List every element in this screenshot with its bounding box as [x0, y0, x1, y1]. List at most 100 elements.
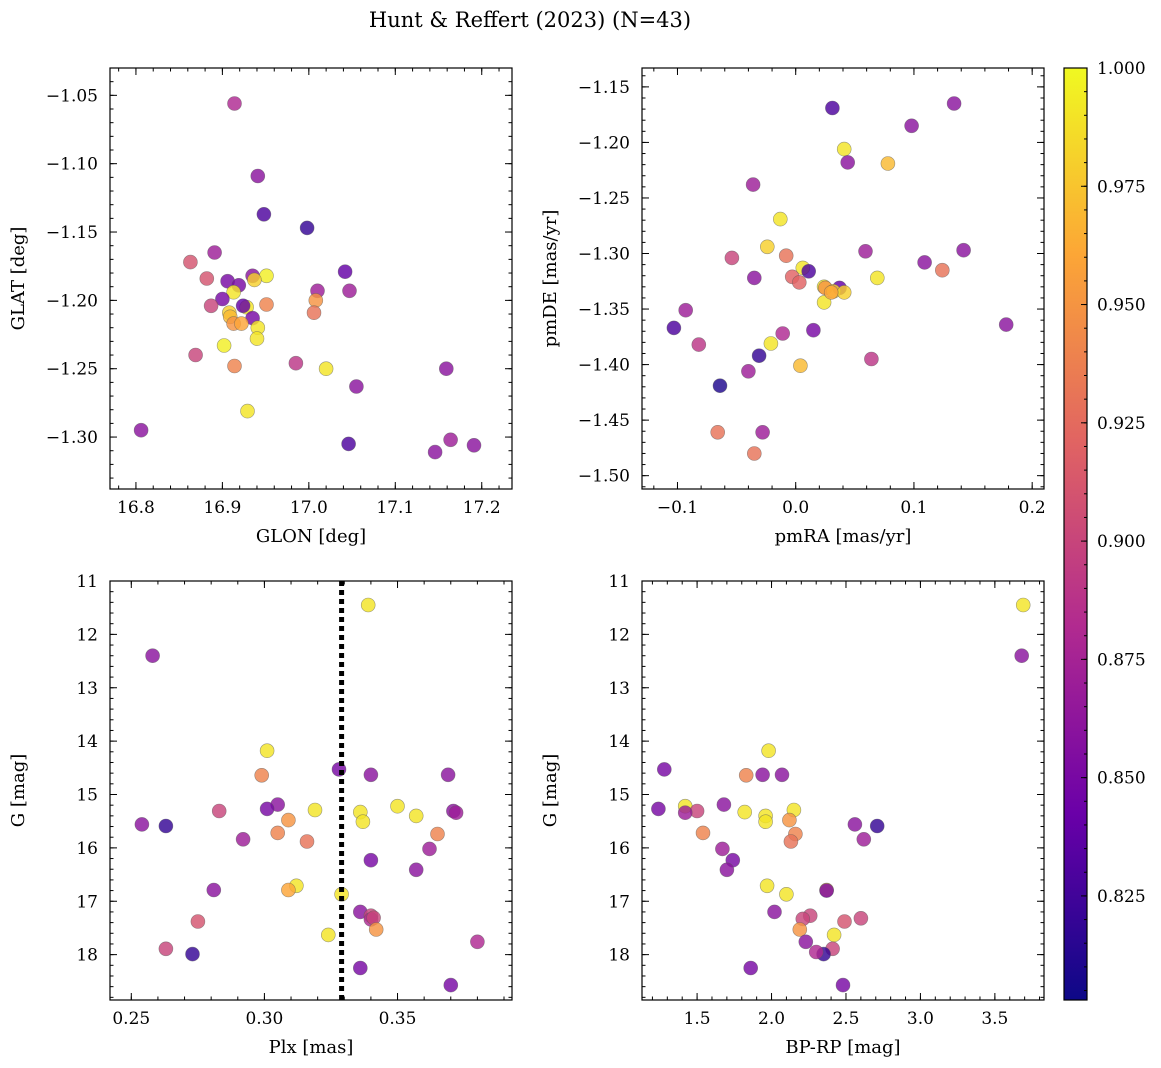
- points-glon-glat: [133, 96, 482, 460]
- data-point: [836, 141, 852, 157]
- data-point: [783, 834, 799, 849]
- y-tick-label: 17: [608, 892, 630, 912]
- data-point: [712, 378, 728, 394]
- y-tick-label: −1.05: [46, 86, 98, 106]
- data-point: [743, 960, 759, 976]
- x-tick-label: 0.2: [1019, 498, 1046, 518]
- data-point: [306, 305, 322, 321]
- data-point: [308, 293, 324, 308]
- data-point: [904, 118, 919, 134]
- data-point: [352, 960, 368, 976]
- x-tick-label: 2.0: [758, 1009, 785, 1029]
- panel-plx-g: 0.25 0.30 0.35 11 12 13 14 15 16 17 18 Plx [mas] G […: [8, 572, 513, 1058]
- data-point: [188, 347, 203, 363]
- y-axis-label: G [mag]: [540, 754, 561, 827]
- y-tick-label: −1.20: [578, 133, 630, 153]
- data-point: [1014, 648, 1030, 664]
- y-tick-label: −1.25: [578, 189, 630, 209]
- data-point: [858, 244, 873, 259]
- data-point: [390, 798, 405, 814]
- data-point: [227, 96, 242, 111]
- data-point: [207, 245, 222, 260]
- x-axis-label: Plx [mas]: [269, 1037, 354, 1058]
- y-axis-label: G [mag]: [8, 754, 29, 827]
- data-point: [470, 934, 485, 950]
- y-tick-label: 14: [76, 732, 98, 752]
- y-tick-label: 18: [76, 946, 98, 966]
- data-point: [281, 812, 296, 828]
- data-point: [719, 862, 735, 878]
- data-point: [288, 355, 304, 371]
- data-point: [249, 331, 265, 346]
- x-tick-label: 0.1: [900, 498, 927, 518]
- colorbar-tick-label: 1.000: [1097, 59, 1146, 79]
- y-tick-label: 16: [76, 839, 98, 859]
- data-point: [427, 444, 443, 460]
- data-point: [759, 878, 775, 894]
- data-point: [183, 254, 198, 270]
- data-point: [917, 255, 932, 270]
- data-point: [235, 298, 251, 314]
- panels: 16.8 16.9 17.0 17.1 17.2 −1.05 −1.10 −1.15 −1.20…: [8, 67, 1046, 1058]
- y-tick-label: 15: [76, 786, 98, 806]
- data-point: [368, 922, 384, 937]
- y-tick-label: −1.25: [46, 360, 98, 380]
- data-point: [259, 743, 275, 759]
- data-point: [767, 904, 782, 920]
- data-point: [763, 336, 779, 351]
- x-axis-label: pmRA [mas/yr]: [775, 526, 912, 547]
- data-point: [656, 762, 672, 777]
- data-point: [443, 432, 458, 448]
- data-point: [234, 316, 249, 331]
- data-point: [775, 326, 791, 341]
- data-point: [998, 317, 1014, 332]
- data-point: [199, 271, 215, 286]
- data-point: [256, 207, 272, 222]
- data-point: [738, 767, 754, 783]
- data-point: [864, 351, 879, 367]
- data-point: [185, 946, 200, 962]
- data-point: [677, 805, 693, 821]
- y-tick-label: 13: [76, 679, 98, 699]
- data-point: [934, 262, 950, 278]
- x-tick-label: 17.2: [463, 498, 501, 518]
- y-tick-label: 14: [608, 732, 630, 752]
- data-point: [678, 302, 694, 318]
- colorbar-tick-label: 0.850: [1097, 769, 1146, 789]
- colorbar-gradient: [1063, 67, 1088, 1001]
- data-point: [466, 437, 482, 453]
- y-axis-label: GLAT [deg]: [8, 227, 29, 331]
- data-point: [250, 168, 266, 184]
- data-point: [755, 424, 770, 440]
- data-point: [337, 264, 353, 280]
- data-point: [755, 767, 770, 783]
- data-point: [825, 100, 840, 116]
- data-point: [761, 743, 776, 759]
- data-point: [791, 275, 807, 290]
- y-tick-label: 13: [608, 679, 630, 699]
- points-plx-g: [134, 597, 485, 993]
- data-point: [869, 270, 885, 286]
- data-point: [746, 270, 762, 286]
- data-point: [840, 155, 856, 170]
- data-point: [746, 446, 762, 461]
- data-point: [837, 914, 852, 929]
- y-tick-label: 15: [608, 786, 630, 806]
- data-point: [759, 239, 775, 255]
- axes-frame: [109, 580, 513, 1001]
- y-tick-label: 12: [76, 625, 98, 645]
- data-point: [798, 934, 814, 950]
- data-point: [259, 297, 274, 312]
- y-tick-label: −1.35: [578, 300, 630, 320]
- data-point: [254, 767, 270, 783]
- x-axis-label: GLON [deg]: [256, 526, 366, 547]
- y-tick-label: −1.30: [578, 245, 630, 265]
- figure-title: Hunt & Reffert (2023) (N=43): [369, 8, 691, 32]
- x-tick-label: 1.5: [684, 1009, 711, 1029]
- colorbar-tick-label: 0.925: [1097, 414, 1146, 434]
- data-point: [226, 284, 241, 300]
- data-point: [801, 263, 817, 279]
- data-point: [133, 422, 149, 438]
- y-tick-label: −1.10: [46, 155, 98, 175]
- y-tick-label: −1.15: [46, 223, 98, 243]
